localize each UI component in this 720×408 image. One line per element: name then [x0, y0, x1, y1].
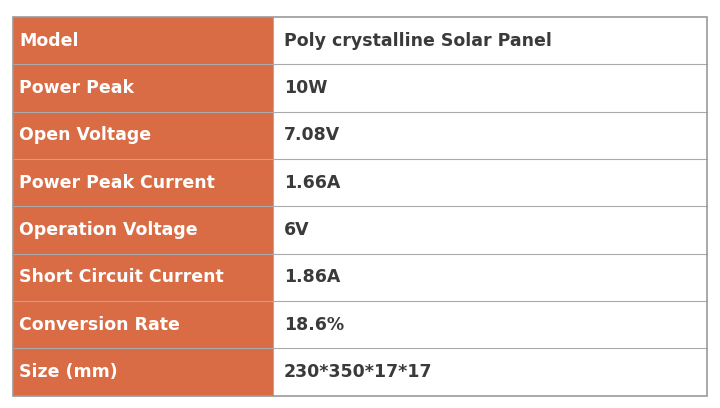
Bar — [13, 112, 273, 159]
Bar — [13, 159, 273, 206]
Bar — [274, 301, 707, 348]
Text: 10W: 10W — [284, 79, 328, 97]
Bar — [274, 17, 707, 64]
Bar — [13, 206, 273, 254]
Bar — [13, 301, 273, 348]
Bar — [274, 348, 707, 396]
Text: 18.6%: 18.6% — [284, 316, 344, 334]
Text: 7.08V: 7.08V — [284, 126, 341, 144]
Text: Size (mm): Size (mm) — [19, 363, 118, 381]
Text: Power Peak Current: Power Peak Current — [19, 174, 215, 192]
Bar — [13, 64, 273, 112]
Bar — [274, 254, 707, 301]
Bar — [274, 159, 707, 206]
Text: Short Circuit Current: Short Circuit Current — [19, 268, 224, 286]
Text: Operation Voltage: Operation Voltage — [19, 221, 198, 239]
Text: 1.86A: 1.86A — [284, 268, 341, 286]
Text: 1.66A: 1.66A — [284, 174, 341, 192]
Text: Power Peak: Power Peak — [19, 79, 135, 97]
Bar — [274, 112, 707, 159]
Text: Open Voltage: Open Voltage — [19, 126, 152, 144]
Text: Conversion Rate: Conversion Rate — [19, 316, 180, 334]
Bar — [13, 348, 273, 396]
Text: Model: Model — [19, 32, 79, 50]
Text: Poly crystalline Solar Panel: Poly crystalline Solar Panel — [284, 32, 552, 50]
Bar — [13, 17, 273, 64]
Bar — [274, 64, 707, 112]
Text: 230*350*17*17: 230*350*17*17 — [284, 363, 433, 381]
Bar — [13, 254, 273, 301]
Text: 6V: 6V — [284, 221, 310, 239]
Bar — [274, 206, 707, 254]
